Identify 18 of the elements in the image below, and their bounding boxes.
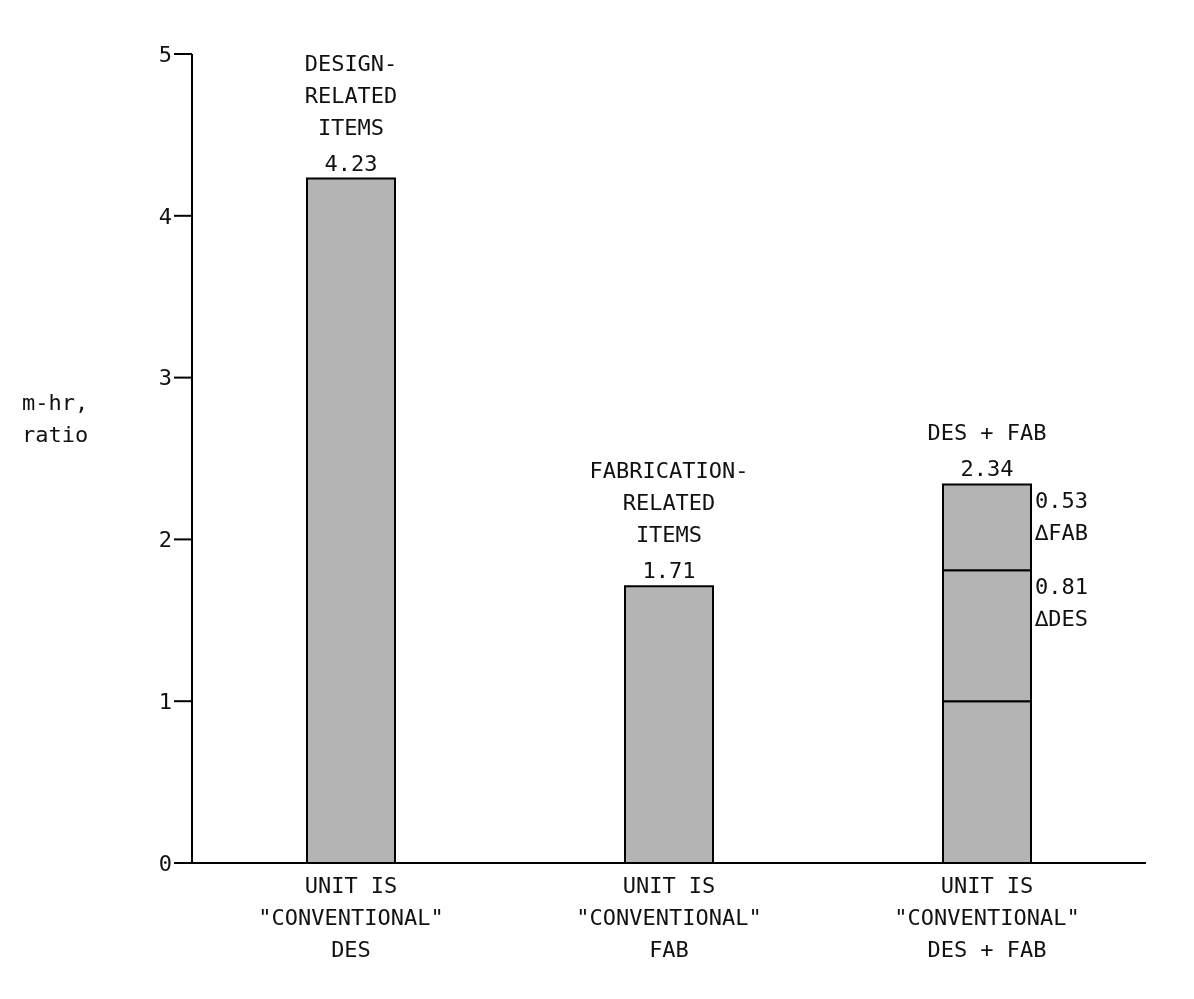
x-tick-label: UNIT IS "CONVENTIONAL" DES + FAB <box>894 872 1080 962</box>
y-tick-label: 2 <box>158 527 172 553</box>
y-tick-label: 0 <box>158 850 172 876</box>
y-tick-label: 4 <box>158 203 172 229</box>
annotation: 0.81 ∆DES <box>1034 573 1088 631</box>
y-tick-label: 5 <box>158 41 172 67</box>
x-tick-label: UNIT IS "CONVENTIONAL" DES <box>258 872 444 962</box>
total-label: 2.34 <box>960 456 1014 482</box>
y-axis-title: m-hr, ratio <box>22 389 89 447</box>
total-label: 1.71 <box>642 558 696 584</box>
annotation: FABRICATION- RELATED ITEMS <box>589 458 749 548</box>
y-tick-label: 3 <box>158 365 172 391</box>
x-tick-label: UNIT IS "CONVENTIONAL" FAB <box>576 872 762 962</box>
total-label: 4.23 <box>324 150 378 176</box>
annotation: 0.53 ∆FAB <box>1034 487 1088 545</box>
annotation: DESIGN- RELATED ITEMS <box>304 50 398 140</box>
annotation: DES + FAB <box>927 420 1047 446</box>
y-tick-label: 1 <box>158 689 172 715</box>
